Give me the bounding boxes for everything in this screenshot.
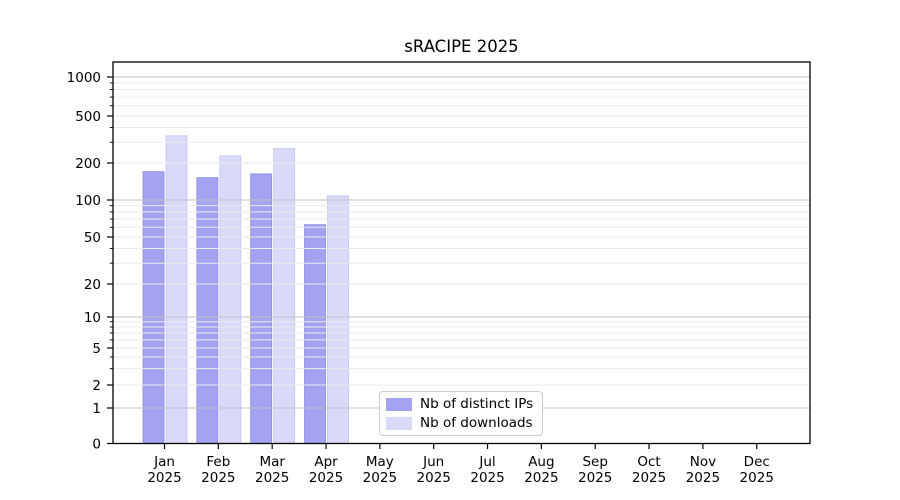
x-tick-label-jun: Jun [422,454,444,470]
x-tick-year-mar: 2025 [255,470,289,486]
x-tick-label-may: May [366,454,394,470]
bar-jan-downloads [165,135,188,444]
legend-item-distinct-ips: Nb of distinct IPs [386,397,542,411]
x-tick-year-oct: 2025 [632,470,666,486]
chart-title: sRACIPE 2025 [404,37,519,56]
x-tick-year-aug: 2025 [524,470,558,486]
x-tick-year-apr: 2025 [309,470,343,486]
legend-item-downloads: Nb of downloads [386,416,542,430]
x-tick-year-may: 2025 [363,470,397,486]
bar-mar-distinct-ips [250,173,273,444]
x-tick-year-sep: 2025 [578,470,612,486]
x-tick-label-feb: Feb [206,454,230,470]
legend-label-downloads: Nb of downloads [420,415,533,431]
x-tick-label-dec: Dec [744,454,770,470]
legend-swatch-downloads [386,416,412,430]
x-tick-year-dec: 2025 [740,470,774,486]
y-tick-label-2: 2 [92,378,101,394]
x-tick-label-jul: Jul [478,454,495,470]
x-tick-year-nov: 2025 [686,470,720,486]
bar-jan-distinct-ips [142,171,165,444]
y-tick-label-1: 1 [92,401,101,417]
bar-mar-downloads [273,148,296,444]
axes-frame [112,61,811,445]
y-tick-label-10: 10 [84,310,101,326]
x-tick-year-jan: 2025 [147,470,181,486]
y-tick-label-0: 0 [92,436,101,452]
x-tick-label-jan: Jan [153,454,175,470]
y-tick-label-20: 20 [84,277,101,293]
legend: Nb of distinct IPs Nb of downloads [379,391,543,436]
bar-apr-downloads [327,195,349,444]
legend-label-distinct-ips: Nb of distinct IPs [420,396,534,412]
bar-feb-distinct-ips [196,177,219,444]
x-tick-label-nov: Nov [690,454,716,470]
x-tick-label-oct: Oct [637,454,660,470]
bar-apr-distinct-ips [304,224,326,444]
legend-swatch-distinct-ips [386,397,412,411]
x-tick-year-jun: 2025 [417,470,451,486]
y-tick-label-5: 5 [92,341,101,357]
bar-feb-downloads [219,155,242,444]
y-tick-label-100: 100 [75,193,101,209]
x-tick-label-apr: Apr [314,454,338,470]
y-tick-label-50: 50 [84,230,101,246]
x-tick-year-feb: 2025 [201,470,235,486]
x-tick-label-sep: Sep [582,454,607,470]
y-tick-label-200: 200 [75,156,101,172]
y-tick-label-500: 500 [75,109,101,125]
y-tick-label-1000: 1000 [67,70,101,86]
x-tick-year-jul: 2025 [470,470,504,486]
x-tick-label-aug: Aug [528,454,554,470]
x-tick-label-mar: Mar [259,454,285,470]
